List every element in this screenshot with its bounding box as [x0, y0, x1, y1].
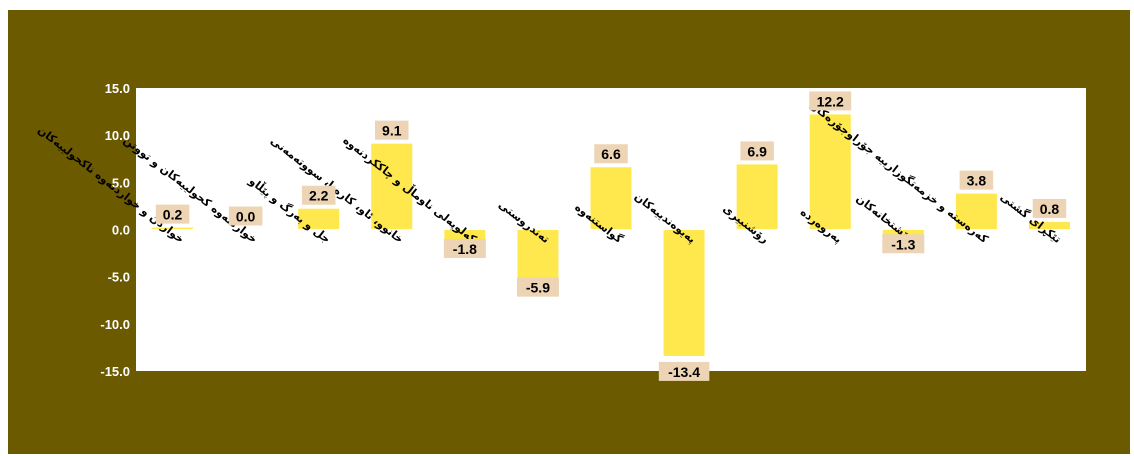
- data-label-text: 0.2: [163, 207, 183, 223]
- data-label: 6.9: [740, 141, 774, 161]
- data-label-box: [228, 206, 263, 226]
- data-label: -5.9: [516, 277, 559, 297]
- y-tick-label: 5.0: [112, 175, 130, 190]
- bar-chart: 15.010.05.00.0-5.0-10.0-15.0 خواردن و خو…: [35, 81, 1086, 381]
- data-label-box: [594, 144, 628, 164]
- data-label: 9.1: [375, 120, 409, 140]
- data-label: 3.8: [959, 170, 994, 190]
- bar: [298, 208, 340, 230]
- data-label-box: [809, 91, 852, 111]
- data-label: 0.0: [228, 206, 263, 226]
- y-tick-label: 0.0: [112, 223, 130, 238]
- chart-frame: 15.0 10.0 5.0 0.0 -5.0 -10.0 -15.0 خواردن و خو…: [8, 10, 1130, 454]
- bar: [152, 227, 194, 230]
- bar: [517, 229, 559, 286]
- y-tick-label: -5.0: [108, 270, 130, 285]
- y-tick-label: 15.0: [105, 81, 130, 96]
- data-label-text: 3.8: [967, 173, 987, 189]
- data-label-text: -5.9: [526, 280, 550, 296]
- data-label: -1.3: [882, 234, 925, 254]
- data-label: 2.2: [301, 185, 336, 205]
- data-label: 12.2: [809, 91, 852, 111]
- data-label-text: 0.0: [236, 209, 256, 225]
- data-label-box: [882, 234, 925, 254]
- bar: [736, 164, 778, 230]
- data-label: -13.4: [658, 361, 710, 381]
- bar: [663, 229, 705, 356]
- data-label-box: [375, 120, 409, 140]
- data-label-text: 6.9: [747, 143, 767, 159]
- data-label-text: 0.8: [1040, 201, 1060, 217]
- data-label-box: [301, 185, 336, 205]
- data-label-text: 9.1: [382, 123, 402, 139]
- bar: [1028, 221, 1070, 230]
- data-label-text: -13.4: [668, 364, 700, 380]
- data-label-text: 12.2: [817, 93, 844, 109]
- data-label-box: [959, 170, 994, 190]
- data-label: 6.6: [594, 144, 628, 164]
- y-tick-label: -15.0: [100, 364, 130, 379]
- data-label: -1.8: [443, 238, 486, 258]
- data-label: 0.2: [155, 204, 190, 224]
- data-label-text: 6.6: [601, 146, 621, 162]
- y-tick-label: 10.0: [105, 128, 130, 143]
- data-label-box: [740, 141, 774, 161]
- bar: [955, 193, 997, 230]
- data-label-text: -1.8: [453, 241, 477, 257]
- bar: [590, 167, 632, 230]
- bar: [809, 114, 851, 230]
- data-label-box: [516, 277, 559, 297]
- data-label: 0.8: [1032, 198, 1067, 218]
- y-tick-label: -10.0: [100, 317, 130, 332]
- bar: [371, 143, 413, 230]
- data-label-box: [443, 238, 486, 258]
- data-label-box: [1032, 198, 1067, 218]
- data-label-text: 2.2: [309, 188, 329, 204]
- data-label-box: [658, 361, 710, 381]
- data-label-text: -1.3: [891, 236, 915, 252]
- data-label-box: [155, 204, 190, 224]
